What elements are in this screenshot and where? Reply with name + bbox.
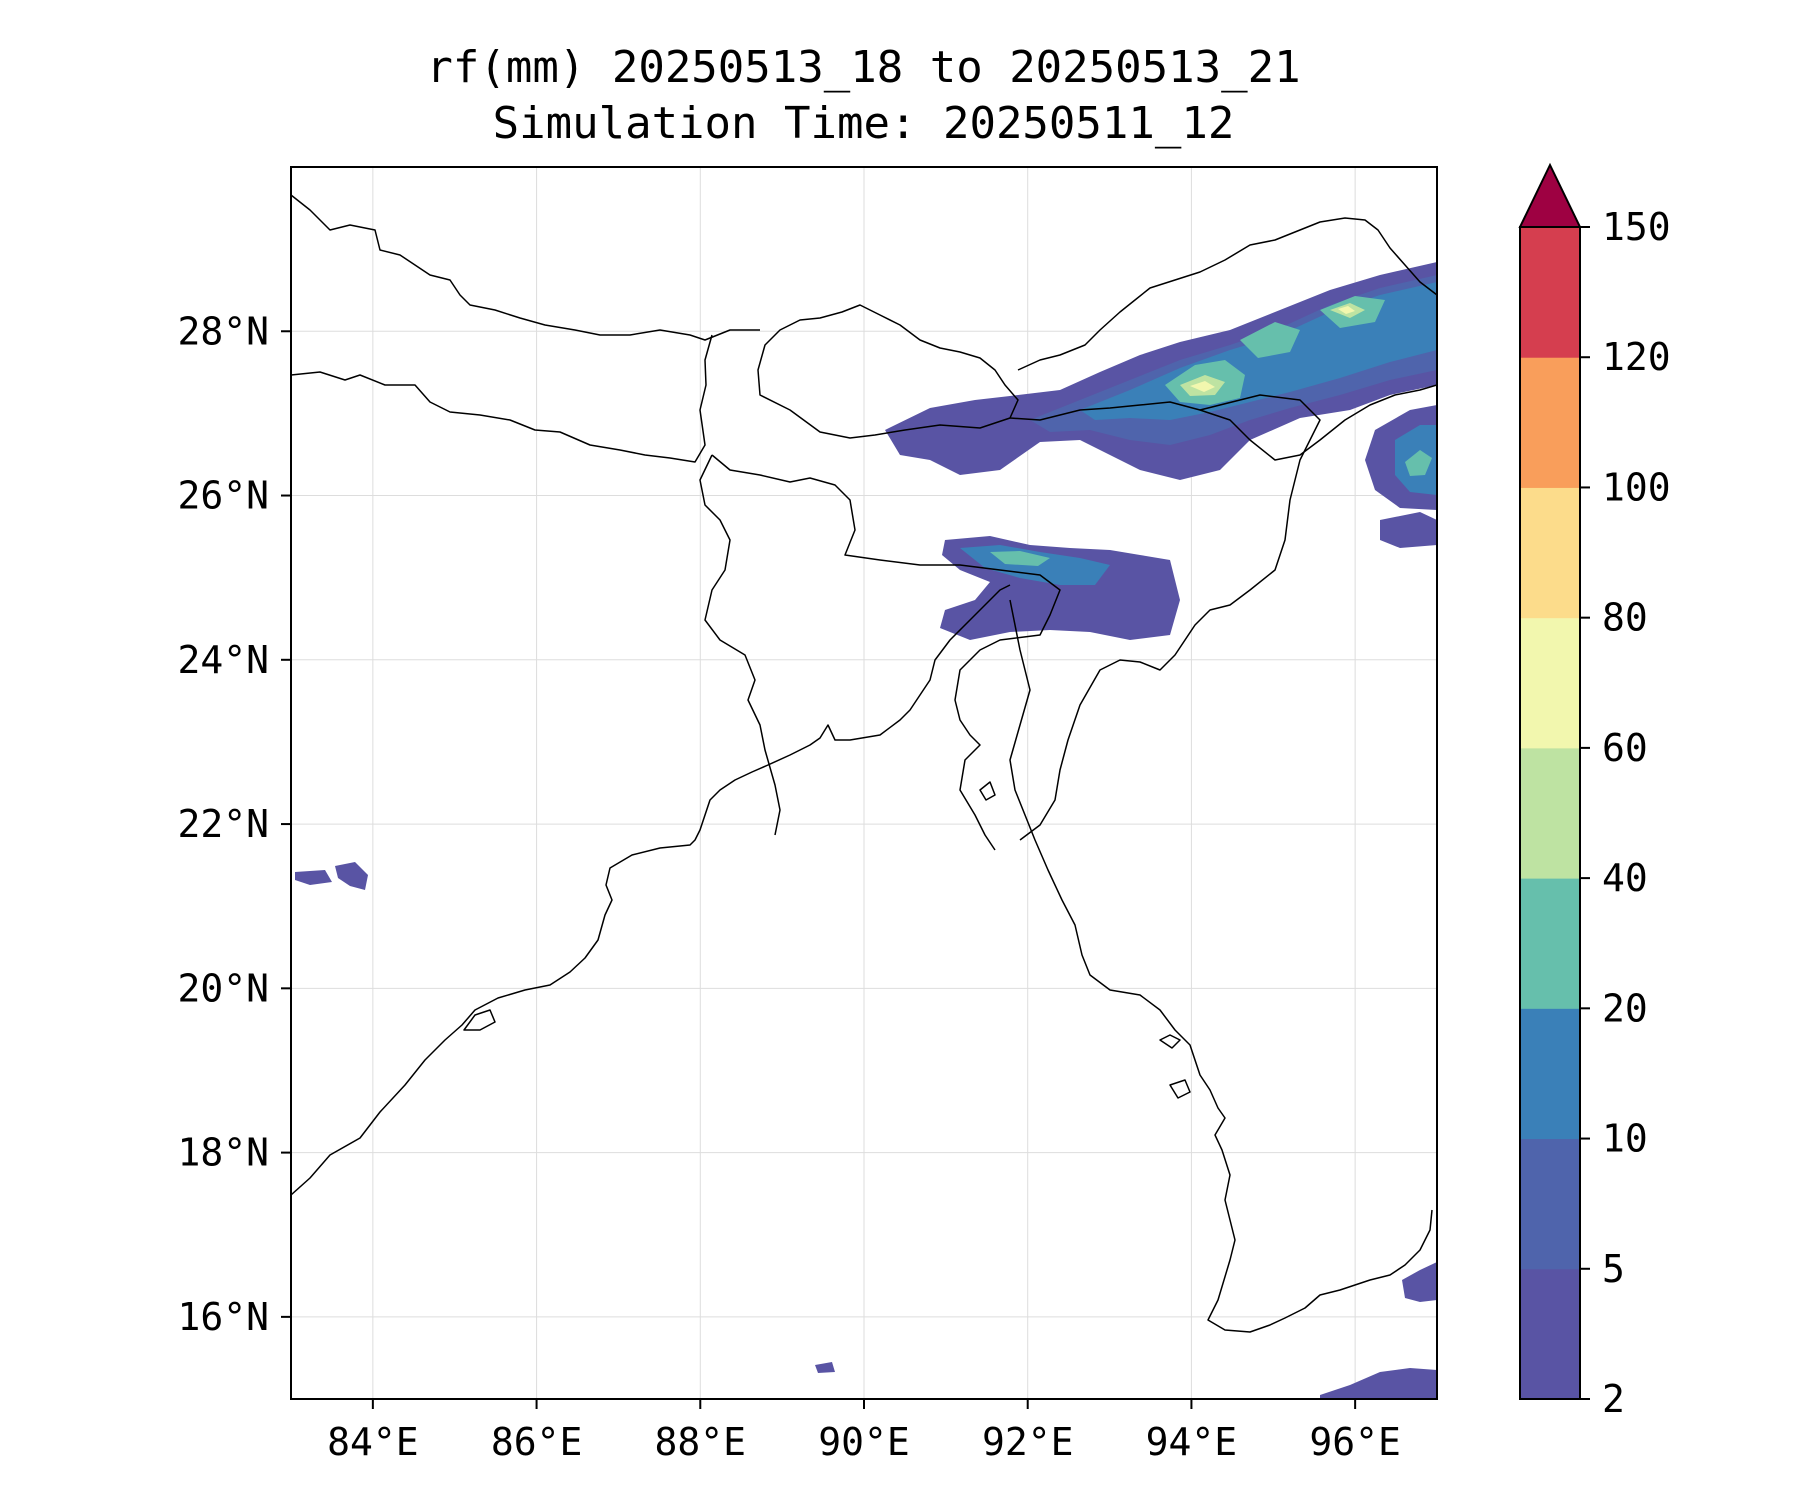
colorbar-segment <box>1520 1008 1580 1140</box>
border-myanmar-india <box>1019 394 1321 841</box>
border-nepal <box>291 334 713 463</box>
border-bhutan <box>757 304 1019 439</box>
rainfall-field <box>295 262 1437 1399</box>
border-nepal-north <box>291 194 760 341</box>
colorbar-segment <box>1520 1268 1580 1400</box>
colorbar-tick-label: 120 <box>1602 335 1671 379</box>
colorbar-tick-label: 40 <box>1602 856 1648 900</box>
border-assam-south <box>1009 384 1437 461</box>
coast-islands <box>463 781 1191 1099</box>
coastline-bangladesh-myanmar <box>1009 599 1433 1333</box>
colorbar-tick-label: 60 <box>1602 726 1648 770</box>
lon-tick-label: 84°E <box>327 1420 419 1464</box>
border-bangladesh <box>711 454 1061 851</box>
lon-tick-label: 86°E <box>491 1420 583 1464</box>
rain-cell-south <box>815 1362 1437 1399</box>
map-title: rf(mm) 20250513_18 to 20250513_21 <box>426 42 1301 93</box>
colorbar-segment <box>1520 1138 1580 1270</box>
colorbar-tick-label: 10 <box>1602 1117 1648 1161</box>
lat-tick-label: 16°N <box>177 1295 269 1339</box>
lat-tick-label: 18°N <box>177 1131 269 1175</box>
lon-tick-label: 94°E <box>1146 1420 1238 1464</box>
lat-tick-label: 28°N <box>177 309 269 353</box>
longitude-axis: 84°E 86°E 88°E 90°E 92°E 94°E 96°E <box>327 1399 1401 1464</box>
colorbar-segment <box>1520 747 1580 879</box>
rain-region-arunachal-high <box>1165 296 1385 405</box>
coastline-india-east <box>291 584 1011 1196</box>
colorbar-tick-label: 80 <box>1602 596 1648 640</box>
colorbar-tick-label: 150 <box>1602 205 1671 249</box>
lat-tick-label: 26°N <box>177 474 269 518</box>
lat-tick-label: 24°N <box>177 638 269 682</box>
lat-tick-label: 20°N <box>177 966 269 1010</box>
lon-tick-label: 92°E <box>982 1420 1074 1464</box>
colorbar-segment <box>1520 487 1580 619</box>
latitude-axis: 16°N 18°N 20°N 22°N 24°N 26°N 28°N <box>177 309 291 1339</box>
colorbar-tick-label: 5 <box>1602 1247 1625 1291</box>
rain-region-meghalaya-high <box>990 551 1050 566</box>
colorbar-segment <box>1520 617 1580 749</box>
colorbar-segment <box>1520 878 1580 1009</box>
lat-tick-label: 22°N <box>177 802 269 846</box>
rain-cell-myanmar-coast <box>1402 1262 1437 1302</box>
rain-cell-odisha-coast <box>295 862 368 890</box>
rain-region-east-edge-high <box>1405 450 1432 476</box>
coastlines-borders <box>291 194 1437 1333</box>
colorbar-tick-label: 2 <box>1602 1377 1625 1421</box>
lon-tick-label: 88°E <box>655 1420 747 1464</box>
colorbar-segment <box>1520 227 1580 358</box>
colorbar-tick-label: 100 <box>1602 465 1671 509</box>
border-bangladesh-west <box>699 454 781 836</box>
colorbar-segment <box>1520 357 1580 488</box>
colorbar-tick-label: 20 <box>1602 986 1648 1030</box>
border-arunachal <box>1017 217 1437 371</box>
lon-tick-label: 96°E <box>1309 1420 1401 1464</box>
map-subtitle: Simulation Time: 20250511_12 <box>492 98 1235 149</box>
colorbar-extend-arrow <box>1518 162 1582 228</box>
colorbar-frame <box>1519 226 1581 1400</box>
colorbar: 2 5 10 20 40 60 80 100 120 150 <box>1518 162 1671 1421</box>
rain-region-arunachal-max <box>1190 306 1355 392</box>
lon-tick-label: 90°E <box>818 1420 910 1464</box>
